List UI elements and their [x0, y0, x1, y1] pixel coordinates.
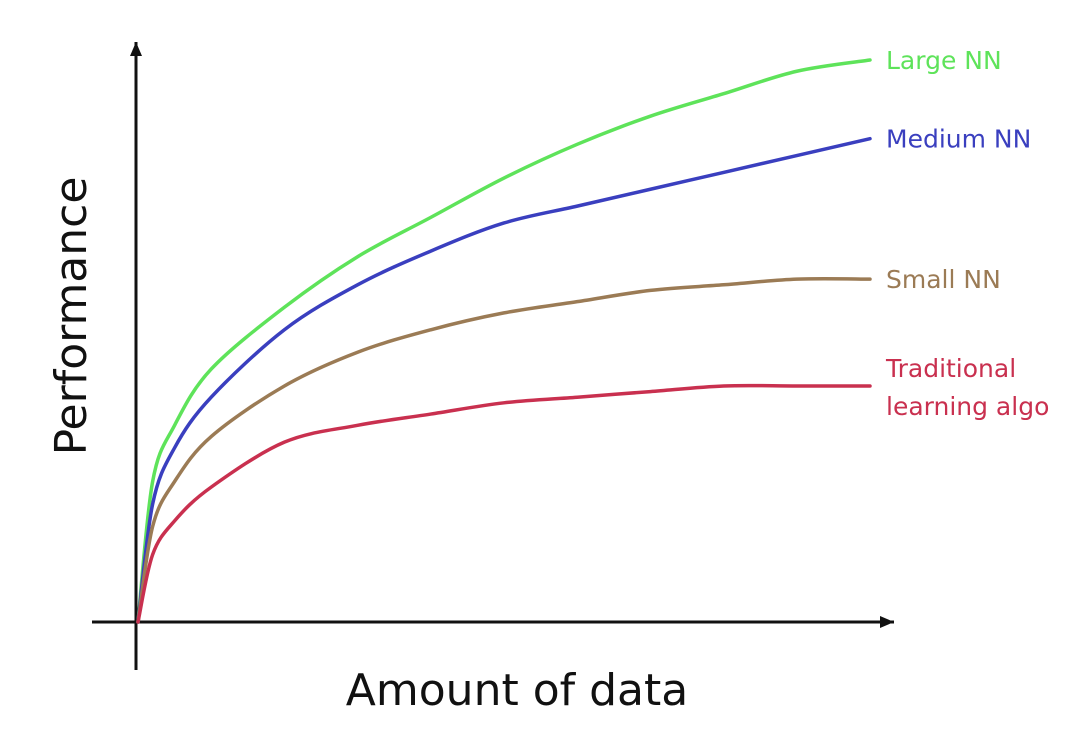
x-axis-title: Amount of data: [346, 665, 688, 716]
series-line-traditional-learning-algo: [136, 383, 872, 624]
series-label-line: Small NN: [886, 265, 1001, 294]
series-label-medium-nn: Medium NN: [886, 125, 1031, 154]
series-line-medium-nn: [136, 136, 872, 624]
series-layer: [136, 58, 872, 624]
y-axis-title: Performance: [46, 177, 97, 456]
series-line-small-nn: [136, 277, 872, 624]
series-label-line: Traditional: [885, 354, 1016, 383]
series-line-large-nn: [136, 58, 872, 624]
series-label-large-nn: Large NN: [886, 46, 1002, 75]
series-label-small-nn: Small NN: [886, 265, 1001, 294]
series-labels: Large NN Medium NN Small NN Traditional lear…: [885, 46, 1049, 421]
series-label-line: learning algo: [886, 392, 1049, 421]
series-label-traditional-learning-algo: Traditional learning algo: [885, 354, 1049, 421]
axes: [92, 42, 894, 670]
series-label-line: Medium NN: [886, 125, 1031, 154]
series-label-line: Large NN: [886, 46, 1002, 75]
